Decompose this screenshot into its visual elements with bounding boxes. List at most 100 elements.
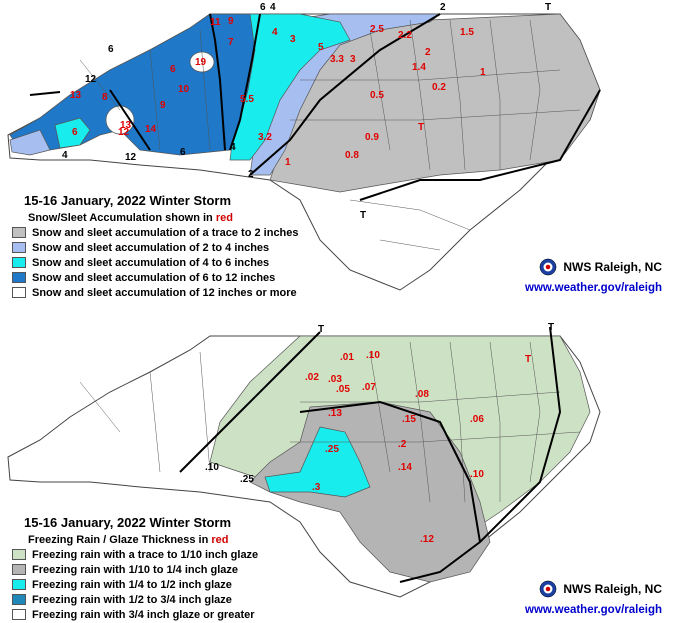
legend-swatch xyxy=(12,549,26,560)
snow-value-label: 10 xyxy=(178,84,190,95)
snow-value-label: 11 xyxy=(210,17,221,28)
snow-map: 19 11 9 7 10 9 6 8 6 13 4 3 5 3.3 3 2.5 2.2 2 1.5 1 0.5 1.4 0.… xyxy=(7,2,601,291)
nws-office-name: NWS Raleigh, NC xyxy=(563,260,662,274)
ice-value-label: .07 xyxy=(362,382,376,393)
snow-contour-label: 4 xyxy=(62,150,68,161)
snow-value-label: 2.2 xyxy=(398,30,412,41)
snow-value-label: 2.5 xyxy=(370,24,384,35)
snow-value-label: 3 xyxy=(290,34,296,45)
snow-value-label: 1.5 xyxy=(460,27,474,38)
ice-value-label: .03 xyxy=(328,374,342,385)
ice-value-label: .05 xyxy=(336,384,350,395)
snow-value-label: 6 xyxy=(72,127,78,138)
legend-swatch xyxy=(12,287,26,298)
ice-value-label: .08 xyxy=(415,389,429,400)
ice-value-label: .25 xyxy=(325,444,339,455)
legend-swatch xyxy=(12,227,26,238)
legend-label: Freezing rain with 3/4 inch glaze or gre… xyxy=(32,608,255,621)
snow-contour-label: 2 xyxy=(248,169,254,180)
ice-contour-labels: T .10 .25 T xyxy=(205,322,554,485)
snow-value-label: 14 xyxy=(145,124,157,135)
legend-swatch xyxy=(12,579,26,590)
snow-value-label: 0.5 xyxy=(370,90,384,101)
ice-legend: Freezing rain with a trace to 1/10 inch … xyxy=(12,547,258,622)
legend-item: Snow and sleet accumulation of 4 to 6 in… xyxy=(12,255,299,270)
ice-value-label: .01 xyxy=(340,352,354,363)
ice-panel: .01 .10 .02 .03.05 .07 .08 .13 .15 .2 .25 .3 .14 .06… xyxy=(0,312,674,623)
snow-value-label: 1.4 xyxy=(412,62,426,73)
contour-lines xyxy=(29,13,601,201)
snow-contour-label: 12 xyxy=(85,74,97,85)
nws-website-link[interactable]: www.weather.gov/raleigh xyxy=(525,604,662,616)
snow-contour-label: 4 xyxy=(270,2,276,13)
ice-contour-label: .10 xyxy=(205,462,219,473)
snow-value-label: T xyxy=(418,122,424,133)
legend-item: Freezing rain with a trace to 1/10 inch … xyxy=(12,547,258,562)
snow-contour-label: 2 xyxy=(440,2,446,13)
county-lines xyxy=(79,341,581,503)
contour-lines xyxy=(179,326,562,583)
snow-value-label: 9 xyxy=(160,100,166,111)
snow-contour-label: 12 xyxy=(125,152,137,163)
ice-credit: NWS Raleigh, NC www.weather.gov/raleigh xyxy=(525,580,662,616)
legend-swatch xyxy=(12,242,26,253)
ice-contour-label: .25 xyxy=(240,474,254,485)
snow-value-label: 5 xyxy=(318,42,324,53)
snow-value-label: 0.8 xyxy=(345,150,359,161)
ice-title: 15-16 January, 2022 Winter Storm xyxy=(24,515,232,530)
ice-value-labels: .01 .10 .02 .03.05 .07 .08 .13 .15 .2 .25 .3 .14 .06… xyxy=(305,350,531,545)
snow-zone-6-to-12 xyxy=(9,13,256,156)
legend-item: Snow and sleet accumulation of 6 to 12 i… xyxy=(12,270,299,285)
legend-label: Freezing rain with 1/10 to 1/4 inch glaz… xyxy=(32,563,238,576)
snow-value-label: 0.2 xyxy=(432,82,446,93)
snow-contour-label: T xyxy=(360,210,366,221)
ice-zone-0.25-to-0.50 xyxy=(264,426,371,498)
legend-item: Snow and sleet accumulation of a trace t… xyxy=(12,225,299,240)
ice-value-label: .2 xyxy=(398,439,407,450)
ice-value-label: T xyxy=(525,354,531,365)
snow-value-label: 7 xyxy=(228,37,234,48)
snow-contour-label: 4 xyxy=(230,142,236,153)
legend-label: Freezing rain with 1/2 to 3/4 inch glaze xyxy=(32,593,232,606)
snow-value-label: 9 xyxy=(228,16,234,27)
legend-label: Snow and sleet accumulation of 6 to 12 i… xyxy=(32,271,276,284)
ice-value-label: .12 xyxy=(420,534,434,545)
snow-value-label: 8 xyxy=(102,92,108,103)
legend-label: Freezing rain with a trace to 1/10 inch … xyxy=(32,548,259,561)
ice-zone-0.10-to-0.25 xyxy=(249,401,491,583)
nws-logo-icon xyxy=(540,580,557,598)
snow-value-label: 2 xyxy=(425,47,431,58)
legend-label: Freezing rain with 1/4 to 1/2 inch glaze xyxy=(32,578,232,591)
snow-pocket-2-to-4 xyxy=(9,129,51,156)
ice-value-label: .15 xyxy=(402,414,416,425)
nws-website-link[interactable]: www.weather.gov/raleigh xyxy=(525,282,662,294)
snow-subtitle-text: Snow/Sleet Accumulation shown in xyxy=(28,212,213,224)
ice-value-label: .06 xyxy=(470,414,484,425)
ice-value-label: .10 xyxy=(470,469,484,480)
snow-credit: NWS Raleigh, NC www.weather.gov/raleigh xyxy=(525,258,662,294)
legend-item: Snow and sleet accumulation of 2 to 4 in… xyxy=(12,240,299,255)
ice-contour-label: T xyxy=(548,322,554,333)
snow-contour-label: 6 xyxy=(108,44,114,55)
ice-subtitle: Freezing Rain / Glaze Thickness in red xyxy=(28,534,229,546)
ice-value-label: .3 xyxy=(312,482,321,493)
ice-map: .01 .10 .02 .03.05 .07 .08 .13 .15 .2 .25 .3 .14 .06… xyxy=(7,322,601,598)
legend-swatch xyxy=(12,594,26,605)
ice-subtitle-red: red xyxy=(211,534,229,546)
snow-value-label: 1 xyxy=(285,157,291,168)
snow-pocket-4-to-6 xyxy=(54,117,91,149)
snow-subtitle: Snow/Sleet Accumulation shown in red xyxy=(28,212,233,224)
snow-value-label: 19 xyxy=(195,57,207,68)
legend-label: Snow and sleet accumulation of 4 to 6 in… xyxy=(32,256,270,269)
legend-label: Snow and sleet accumulation of 2 to 4 in… xyxy=(32,241,270,254)
snow-value-label: 0.9 xyxy=(365,132,379,143)
legend-label: Snow and sleet accumulation of 12 inches… xyxy=(32,286,297,299)
snow-value-label: 3.3 xyxy=(330,54,344,65)
legend-swatch xyxy=(12,257,26,268)
nws-office: NWS Raleigh, NC xyxy=(525,580,662,598)
snow-contour-label: 6 xyxy=(260,2,266,13)
snow-panel: 19 11 9 7 10 9 6 8 6 13 4 3 5 3.3 3 2.5 2.2 2 1.5 1 0.5 1.4 0.… xyxy=(7,2,662,299)
ice-value-label: .02 xyxy=(305,372,319,383)
ice-value-label: .13 xyxy=(328,408,342,419)
